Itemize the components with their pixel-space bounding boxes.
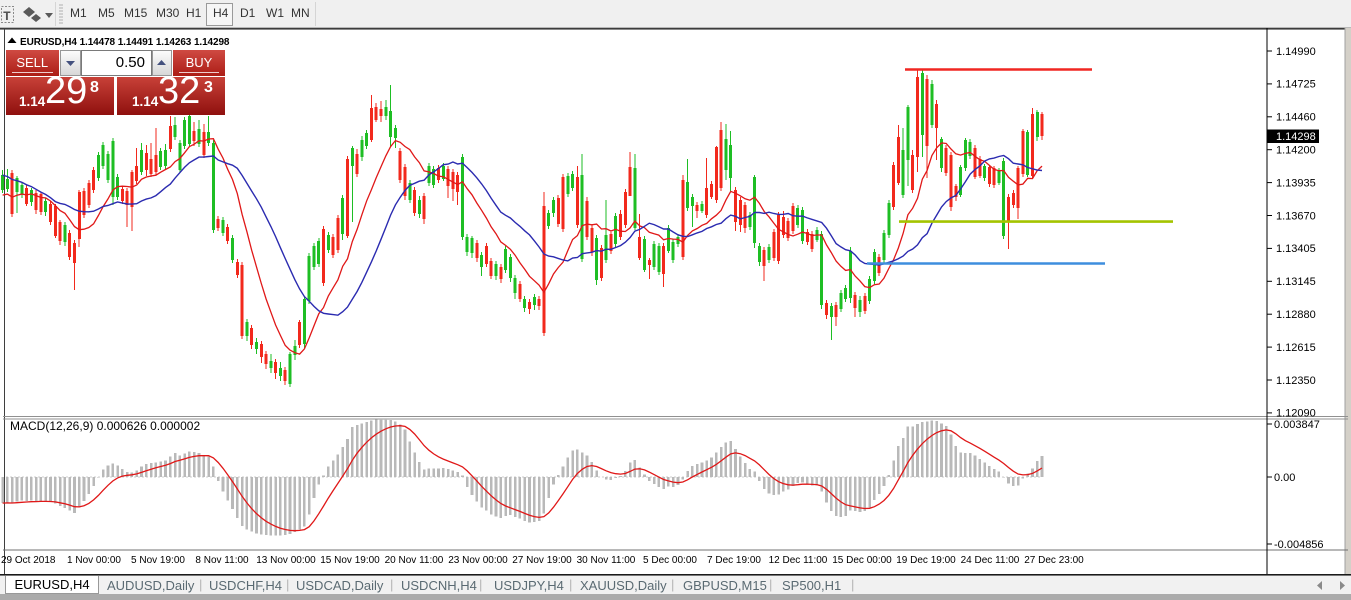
svg-text:13 Nov 00:00: 13 Nov 00:00 xyxy=(256,555,316,566)
svg-text:0.00: 0.00 xyxy=(1274,472,1295,484)
svg-text:15 Dec 00:00: 15 Dec 00:00 xyxy=(832,555,892,566)
svg-text:24 Dec 11:00: 24 Dec 11:00 xyxy=(961,555,1020,566)
svg-text:MACD(12,26,9) 0.000626 0.00000: MACD(12,26,9) 0.000626 0.000002 xyxy=(10,419,200,433)
svg-text:1.14990: 1.14990 xyxy=(1276,46,1316,58)
svg-text:1.12615: 1.12615 xyxy=(1276,342,1316,354)
svg-text:EURUSD,H4 1.14478 1.14491 1.1: EURUSD,H4 1.14478 1.14491 1.14263 1.1429… xyxy=(20,37,230,48)
svg-text:1.14725: 1.14725 xyxy=(1276,79,1316,91)
svg-text:1.13405: 1.13405 xyxy=(1276,243,1316,255)
svg-text:1.12090: 1.12090 xyxy=(1276,408,1316,420)
svg-text:1.13670: 1.13670 xyxy=(1276,210,1316,222)
svg-text:23 Nov 00:00: 23 Nov 00:00 xyxy=(448,555,508,566)
svg-text:1.13145: 1.13145 xyxy=(1276,276,1316,288)
svg-text:30 Nov 11:00: 30 Nov 11:00 xyxy=(577,555,636,566)
svg-text:5 Nov 19:00: 5 Nov 19:00 xyxy=(131,555,185,566)
svg-text:1.14460: 1.14460 xyxy=(1276,112,1316,124)
svg-text:8 Nov 11:00: 8 Nov 11:00 xyxy=(195,555,249,566)
svg-text:15 Nov 19:00: 15 Nov 19:00 xyxy=(320,555,380,566)
svg-text:19 Dec 19:00: 19 Dec 19:00 xyxy=(896,555,956,566)
svg-text:29 Oct 2018: 29 Oct 2018 xyxy=(1,555,56,566)
svg-text:27 Dec 23:00: 27 Dec 23:00 xyxy=(1024,555,1084,566)
svg-text:27 Nov 19:00: 27 Nov 19:00 xyxy=(512,555,572,566)
svg-text:-0.004856: -0.004856 xyxy=(1274,539,1324,551)
svg-text:1.14298: 1.14298 xyxy=(1276,131,1316,143)
svg-text:1.14200: 1.14200 xyxy=(1276,145,1316,157)
svg-text:12 Dec 11:00: 12 Dec 11:00 xyxy=(769,555,828,566)
svg-text:0.003847: 0.003847 xyxy=(1274,419,1320,431)
svg-text:7 Dec 19:00: 7 Dec 19:00 xyxy=(707,555,761,566)
svg-text:1.12880: 1.12880 xyxy=(1276,309,1316,321)
svg-text:5 Dec 00:00: 5 Dec 00:00 xyxy=(643,555,697,566)
svg-text:1.12350: 1.12350 xyxy=(1276,375,1316,387)
svg-text:20 Nov 11:00: 20 Nov 11:00 xyxy=(385,555,444,566)
svg-text:1.13935: 1.13935 xyxy=(1276,177,1316,189)
svg-text:1 Nov 00:00: 1 Nov 00:00 xyxy=(67,555,121,566)
svg-text:T: T xyxy=(3,9,11,24)
